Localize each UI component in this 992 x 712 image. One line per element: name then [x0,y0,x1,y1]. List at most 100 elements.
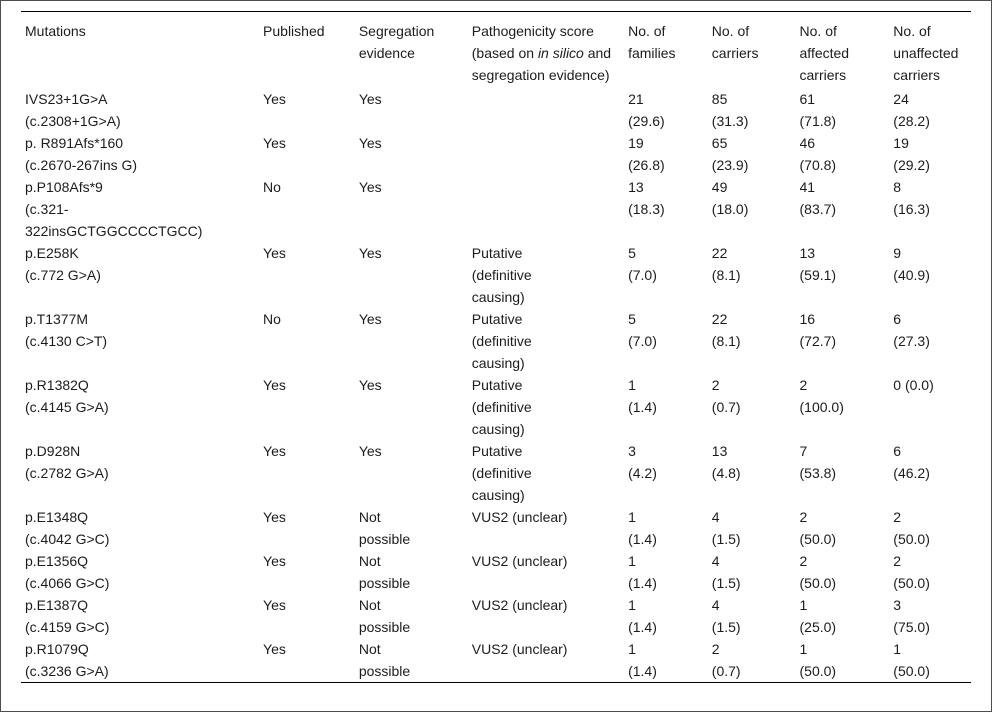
cell-line: 21 [628,91,644,107]
cell-line: 5 [628,245,636,261]
table-row: p.T1377M (c.4130 C>T) No Yes Putative (defini… [21,308,971,374]
cell-line: 1 [628,597,636,613]
cell-mutations: p.R1382Q (c.4145 G>A) [21,374,263,440]
cell-pathogenicity-score: VUS2 (unclear) [472,638,628,683]
cell-line: 2 [799,509,808,525]
cell-segregation-evidence: Yes [359,88,472,132]
cell-line: p.E1387Q [25,597,89,613]
cell-published: Yes [263,440,359,506]
cell-pathogenicity-score: VUS2 (unclear) [472,594,628,638]
cell-line: No [263,311,281,327]
cell-line: 6 [893,311,902,327]
cell-line: No [263,179,281,195]
cell-line: Yes [358,245,382,261]
cell-no-of-families: 1 (1.4) [628,550,712,594]
cell-line: 3 [628,443,636,459]
cell-line: Not [358,641,381,657]
cell-no-of-families: 1 (1.4) [628,638,712,683]
cell-line: 3 [893,597,902,613]
cell-line: (50.0) [893,663,930,679]
cell-pathogenicity-score: Putative (definitive causing) [472,308,628,374]
cell-line: Yes [358,135,382,151]
cell-line: 41 [799,179,816,195]
cell-line: Yes [263,245,286,261]
cell-line: 1 [628,641,636,657]
cell-line: 4 [711,597,720,613]
cell-line: p.E1356Q [25,553,89,569]
cell-line: (29.2) [893,157,930,173]
cell-line: 4 [711,553,720,569]
cell-segregation-evidence: Not possible [359,506,472,550]
cell-line: 2 [799,553,808,569]
cell-line: (0.7) [711,399,741,415]
cell-line: Yes [263,509,286,525]
table-row: p.R1382Q (c.4145 G>A) Yes Yes Putative (defin… [21,374,971,440]
cell-line: 0 (0.0) [893,377,934,393]
cell-segregation-evidence: Not possible [359,594,472,638]
cell-no-of-families: 19 (26.8) [628,132,712,176]
cell-mutations: p. R891Afs*160 (c.2670-267ins G) [21,132,263,176]
cell-line: 4 [711,509,720,525]
cell-line: Yes [358,377,382,393]
cell-line: 46 [799,135,816,151]
table-row: p.P108Afs*9 (c.321- 322insGCTGGCCCCTGCC) No… [21,176,971,242]
cell-line: (72.7) [799,333,837,349]
cell-line: (c.2670-267ins G) [25,157,138,173]
cell-published: Yes [263,374,359,440]
cell-line: p.D928N [25,443,81,459]
mutations-table: Mutations Published Segregation evidence… [21,11,971,683]
cell-published: Yes [263,638,359,683]
cell-line: Not [358,597,381,613]
cell-no-of-unaffected-carriers: 1 (50.0) [893,638,971,683]
cell-line: (50.0) [799,531,837,547]
cell-line: 49 [711,179,728,195]
cell-line: Not [358,509,381,525]
cell-line: 61 [799,91,816,107]
cell-no-of-families: 1 (1.4) [628,506,712,550]
cell-line: Yes [358,311,382,327]
col-header-no-of-carriers: No. of carriers [711,23,759,61]
cell-published: Yes [263,132,359,176]
cell-no-of-carriers: 49 (18.0) [712,176,800,242]
cell-line: (31.3) [711,113,749,129]
cell-no-of-families: 1 (1.4) [628,374,712,440]
cell-line: 13 [799,245,816,261]
cell-line: (8.1) [711,333,741,349]
cell-no-of-unaffected-carriers: 19 (29.2) [893,132,971,176]
cell-line: Yes [263,553,286,569]
cell-pathogenicity-score: VUS2 (unclear) [472,550,628,594]
cell-line: p.E1348Q [25,509,89,525]
cell-line: p.P108Afs*9 [25,179,103,195]
cell-line: 19 [628,135,644,151]
cell-segregation-evidence: Not possible [359,638,472,683]
cell-no-of-affected-carriers: 7 (53.8) [800,440,894,506]
cell-mutations: IVS23+1G>A (c.2308+1G>A) [21,88,263,132]
cell-line: Yes [263,641,286,657]
cell-line: Yes [263,135,286,151]
cell-line: 2 [711,641,720,657]
pathogenicity-label-italic: in silico [537,45,584,61]
cell-segregation-evidence: Yes [359,308,472,374]
cell-line: VUS2 (unclear) [471,597,568,613]
cell-no-of-affected-carriers: 13 (59.1) [800,242,894,308]
cell-line: (75.0) [893,619,930,635]
cell-no-of-affected-carriers: 2 (100.0) [800,374,894,440]
cell-no-of-carriers: 4 (1.5) [712,594,800,638]
cell-no-of-families: 13 (18.3) [628,176,712,242]
cell-line: (59.1) [799,267,837,283]
cell-mutations: p.R1079Q (c.3236 G>A) [21,638,263,683]
cell-mutations: p.E1387Q (c.4159 G>C) [21,594,263,638]
cell-line: 13 [628,179,644,195]
cell-no-of-unaffected-carriers: 9 (40.9) [893,242,971,308]
cell-line: (8.1) [711,267,741,283]
cell-line: p.R1079Q [25,641,89,657]
cell-line: p.R1382Q [25,377,89,393]
cell-no-of-carriers: 22 (8.1) [712,242,800,308]
cell-no-of-unaffected-carriers: 0 (0.0) [893,374,971,440]
cell-pathogenicity-score: Putative (definitive causing) [472,374,628,440]
cell-line: Yes [358,91,382,107]
cell-line: Putative [471,377,523,393]
cell-line: (c.321- [25,201,69,217]
cell-line: (29.6) [628,113,665,129]
table-row: IVS23+1G>A (c.2308+1G>A) Yes Yes 21 (29.6) 85 (… [21,88,971,132]
